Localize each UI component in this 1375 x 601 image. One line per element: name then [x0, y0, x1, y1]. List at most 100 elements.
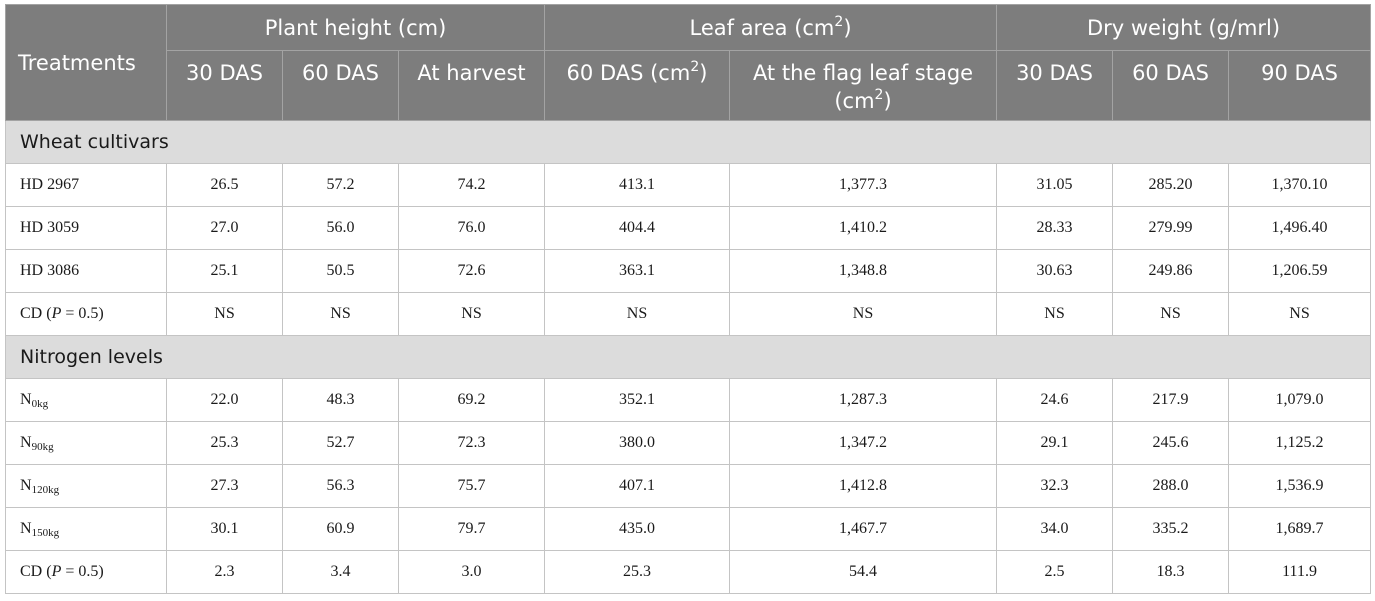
cell: 217.9 — [1112, 378, 1230, 422]
cell: 31.05 — [996, 163, 1114, 207]
cell: 1,536.9 — [1228, 464, 1372, 508]
cell: 29.1 — [996, 421, 1114, 465]
cell: 1,125.2 — [1228, 421, 1372, 465]
cell: 404.4 — [544, 206, 730, 250]
cell: 380.0 — [544, 421, 730, 465]
cell: 1,412.8 — [728, 464, 998, 508]
cell: 1,079.0 — [1228, 378, 1372, 422]
section-label-nitrogen: Nitrogen levels — [4, 335, 1372, 379]
row-label-cd: CD (P = 0.5) — [5, 292, 167, 336]
cell: 407.1 — [544, 464, 730, 508]
cell: 60.9 — [282, 507, 399, 551]
table-row: HD 3059 27.0 56.0 76.0 404.4 1,410.2 28.… — [5, 206, 1372, 250]
cell: 28.33 — [996, 206, 1114, 250]
cell: 1,410.2 — [728, 206, 998, 250]
cell: 76.0 — [398, 206, 545, 250]
cell: 245.6 — [1112, 421, 1230, 465]
cell: 2.3 — [166, 550, 283, 594]
cell: 54.4 — [728, 550, 998, 594]
cell: 279.99 — [1112, 206, 1230, 250]
row-label: HD 2967 — [5, 163, 167, 207]
cell: 249.86 — [1112, 249, 1230, 293]
cell: 3.0 — [398, 550, 545, 594]
cell: NS — [996, 292, 1114, 336]
cell: 111.9 — [1228, 550, 1372, 594]
cell: 30.1 — [166, 507, 283, 551]
cell: 32.3 — [996, 464, 1114, 508]
cell: 30.63 — [996, 249, 1114, 293]
cell: 74.2 — [398, 163, 545, 207]
cell: 72.3 — [398, 421, 545, 465]
cell: 24.6 — [996, 378, 1114, 422]
table-row: HD 2967 26.5 57.2 74.2 413.1 1,377.3 31.… — [5, 163, 1372, 207]
cell: 50.5 — [282, 249, 399, 293]
cell: 69.2 — [398, 378, 545, 422]
cell: 1,287.3 — [728, 378, 998, 422]
cell: 57.2 — [282, 163, 399, 207]
row-label-cd: CD (P = 0.5) — [5, 550, 167, 594]
cell: 1,496.40 — [1228, 206, 1372, 250]
cell: NS — [398, 292, 545, 336]
row-label: N150kg — [5, 507, 167, 551]
cell: 52.7 — [282, 421, 399, 465]
cell: 1,689.7 — [1228, 507, 1372, 551]
cell: 27.3 — [166, 464, 283, 508]
cell: 1,347.2 — [728, 421, 998, 465]
table-row-cd: CD (P = 0.5) 2.3 3.4 3.0 25.3 54.4 2.5 1… — [5, 550, 1372, 594]
row-label: HD 3059 — [5, 206, 167, 250]
cell: NS — [166, 292, 283, 336]
cell: 56.3 — [282, 464, 399, 508]
cell: 27.0 — [166, 206, 283, 250]
header-ph-60das: 60 DAS — [282, 50, 399, 121]
cell: 2.5 — [996, 550, 1114, 594]
cell: 435.0 — [544, 507, 730, 551]
cell: 335.2 — [1112, 507, 1230, 551]
table-row-cd: CD (P = 0.5) NS NS NS NS NS NS NS NS — [5, 292, 1372, 336]
cell: 1,377.3 — [728, 163, 998, 207]
cell: NS — [544, 292, 730, 336]
row-label: N120kg — [5, 464, 167, 508]
header-treatments: Treatments — [5, 4, 167, 121]
cell: 3.4 — [282, 550, 399, 594]
header-la-60das: 60 DAS (cm2) — [544, 50, 730, 121]
header-plant-height: Plant height (cm) — [166, 4, 545, 51]
header-leaf-area: Leaf area (cm2) — [543, 4, 998, 51]
cell: 1,206.59 — [1228, 249, 1372, 293]
header-dw-60das: 60 DAS — [1112, 50, 1230, 121]
cell: 56.0 — [282, 206, 399, 250]
table-row: N150kg 30.1 60.9 79.7 435.0 1,467.7 34.0… — [5, 507, 1372, 551]
header-ph-harvest: At harvest — [398, 50, 545, 121]
cell: NS — [1228, 292, 1372, 336]
cell: NS — [1112, 292, 1230, 336]
cell: 1,370.10 — [1228, 163, 1372, 207]
cell: 352.1 — [544, 378, 730, 422]
table-row: N90kg 25.3 52.7 72.3 380.0 1,347.2 29.1 … — [5, 421, 1372, 465]
cell: 79.7 — [398, 507, 545, 551]
row-label: N90kg — [5, 421, 167, 465]
table-row: HD 3086 25.1 50.5 72.6 363.1 1,348.8 30.… — [5, 249, 1372, 293]
cell: 22.0 — [166, 378, 283, 422]
cell: 25.1 — [166, 249, 283, 293]
row-label: HD 3086 — [5, 249, 167, 293]
cell: 18.3 — [1112, 550, 1230, 594]
cell: 413.1 — [544, 163, 730, 207]
cell: NS — [282, 292, 399, 336]
cell: 26.5 — [166, 163, 283, 207]
cell: NS — [728, 292, 998, 336]
header-dry-weight: Dry weight (g/mrl) — [996, 4, 1372, 51]
cell: 285.20 — [1112, 163, 1230, 207]
header-ph-30das: 30 DAS — [166, 50, 283, 121]
cell: 72.6 — [398, 249, 545, 293]
cell: 288.0 — [1112, 464, 1230, 508]
header-la-flag-leaf: At the flag leaf stage (cm2) — [728, 50, 998, 121]
cell: 25.3 — [166, 421, 283, 465]
table-row: N120kg 27.3 56.3 75.7 407.1 1,412.8 32.3… — [5, 464, 1372, 508]
header-dw-90das: 90 DAS — [1228, 50, 1372, 121]
cell: 1,467.7 — [728, 507, 998, 551]
row-label: N0kg — [5, 378, 167, 422]
table-row: N0kg 22.0 48.3 69.2 352.1 1,287.3 24.6 2… — [5, 378, 1372, 422]
section-row-nitrogen: Nitrogen levels — [4, 335, 1372, 379]
section-row-wheat: Wheat cultivars — [4, 120, 1372, 164]
cell: 363.1 — [544, 249, 730, 293]
cell: 48.3 — [282, 378, 399, 422]
